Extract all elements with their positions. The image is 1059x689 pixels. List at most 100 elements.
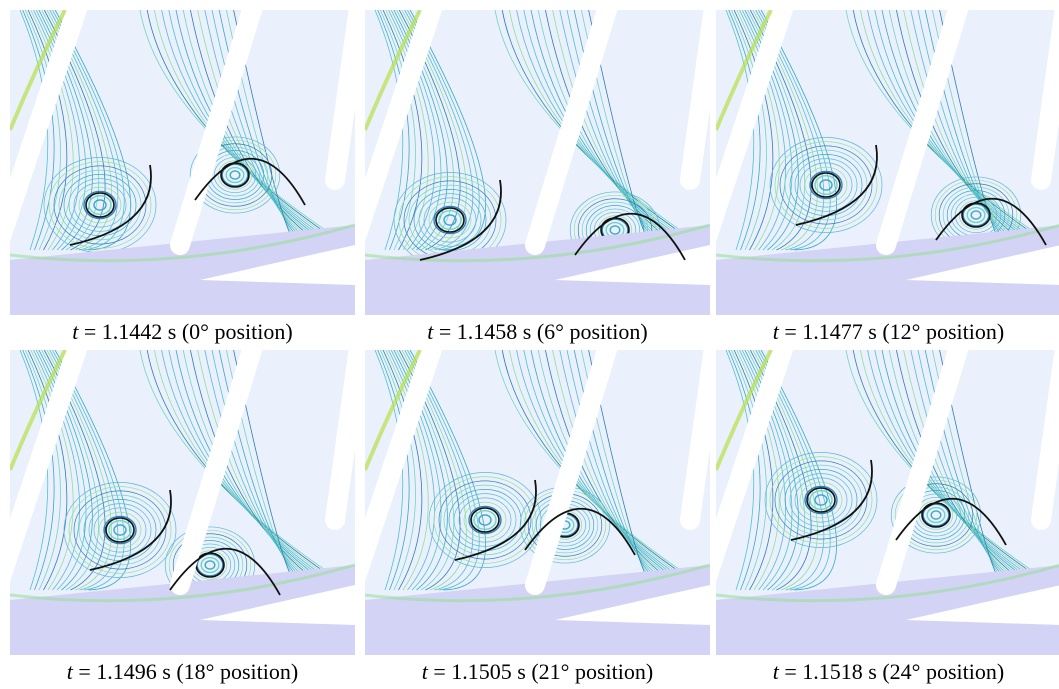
streamline bbox=[566, 350, 660, 581]
vortex-streamline bbox=[962, 203, 990, 227]
panel-caption: t = 1.1458 s (6° position) bbox=[365, 319, 710, 345]
blade bbox=[876, 10, 969, 255]
vortex-streamline bbox=[809, 489, 833, 511]
streamline bbox=[146, 350, 337, 581]
streamline bbox=[559, 350, 663, 581]
streamline bbox=[566, 10, 660, 241]
streamline bbox=[552, 350, 667, 581]
vortex-marker bbox=[806, 487, 836, 513]
vortex-streamline bbox=[809, 170, 843, 200]
streamline bbox=[728, 350, 761, 591]
streamline bbox=[19, 10, 49, 251]
caption-text: = 1.1442 s (0° position) bbox=[78, 319, 293, 344]
wall-band bbox=[10, 223, 355, 263]
vortex-streamline bbox=[73, 490, 167, 570]
streamline bbox=[559, 10, 663, 241]
blade bbox=[680, 350, 710, 530]
blade bbox=[365, 350, 443, 582]
blade bbox=[525, 350, 618, 595]
blade bbox=[10, 10, 88, 242]
vortex-streamline bbox=[794, 158, 858, 212]
hub-gap bbox=[906, 585, 1059, 625]
vortex-streamline bbox=[789, 473, 853, 527]
streamline bbox=[731, 10, 767, 251]
vortex-streamline bbox=[970, 210, 982, 220]
wall-band bbox=[10, 563, 355, 603]
streamline bbox=[49, 10, 119, 251]
streamline-plot bbox=[10, 350, 355, 655]
vortex-streamline bbox=[88, 194, 112, 216]
vortex-streamline bbox=[93, 507, 147, 553]
streamline bbox=[27, 350, 68, 591]
time-variable: t bbox=[66, 659, 73, 684]
streamline bbox=[845, 350, 1047, 581]
time-variable: t bbox=[772, 319, 779, 344]
caption-text: = 1.1458 s (6° position) bbox=[433, 319, 648, 344]
vortex-streamline bbox=[922, 503, 950, 527]
time-variable: t bbox=[421, 659, 428, 684]
leading-edge-flow bbox=[716, 350, 773, 471]
vortex-streamline bbox=[918, 500, 954, 530]
panel-caption: t = 1.1518 s (24° position) bbox=[716, 659, 1059, 685]
vortex-streamline bbox=[68, 486, 172, 574]
vortex-streamline bbox=[58, 169, 142, 241]
vortex-streamline bbox=[794, 477, 848, 523]
vortex-streamline bbox=[200, 556, 220, 574]
vortex-streamline bbox=[819, 179, 833, 191]
vortex-streamline bbox=[229, 170, 241, 180]
vortex-marker bbox=[85, 192, 115, 218]
vortex-streamline bbox=[453, 493, 517, 547]
streamline bbox=[190, 350, 316, 581]
vortex-streamline bbox=[433, 476, 537, 564]
leading-edge-flow bbox=[716, 10, 773, 131]
vortex-streamline bbox=[458, 497, 512, 543]
vortex-streamline bbox=[73, 182, 127, 228]
streamline bbox=[19, 350, 49, 591]
vortex-streamline bbox=[68, 178, 132, 232]
hub-surface bbox=[10, 225, 355, 315]
streamline bbox=[139, 350, 341, 581]
streamline bbox=[190, 10, 316, 241]
panel: t = 1.1442 s (0° position) bbox=[10, 10, 355, 345]
vortex-streamline bbox=[63, 482, 177, 578]
vortex-streamline bbox=[926, 506, 946, 524]
streamline bbox=[537, 10, 674, 241]
streamline bbox=[54, 350, 132, 591]
streamline bbox=[49, 350, 119, 591]
leading-edge-flow bbox=[365, 10, 422, 131]
streamline bbox=[760, 10, 838, 251]
streamline bbox=[752, 10, 818, 251]
flow-arrow bbox=[419, 179, 502, 261]
streamline bbox=[33, 350, 80, 591]
blade bbox=[716, 10, 794, 242]
blade bbox=[325, 350, 355, 530]
streamline bbox=[52, 350, 125, 591]
vortex-streamline bbox=[418, 193, 482, 247]
streamline bbox=[494, 10, 696, 241]
flow-arrow bbox=[169, 547, 281, 596]
vortex-streamline bbox=[468, 505, 502, 535]
panel-caption: t = 1.1505 s (21° position) bbox=[365, 659, 710, 685]
streamline-plot bbox=[365, 350, 710, 655]
vortex-streamline bbox=[78, 494, 162, 566]
panel: t = 1.1518 s (24° position) bbox=[716, 350, 1059, 685]
blade bbox=[170, 10, 263, 255]
vortex-streamline bbox=[433, 205, 467, 235]
streamline bbox=[182, 350, 319, 581]
flow-arrow bbox=[790, 459, 873, 541]
streamline bbox=[545, 350, 671, 581]
vortex-streamline bbox=[83, 190, 117, 220]
streamline bbox=[401, 10, 467, 251]
panel: t = 1.1477 s (12° position) bbox=[716, 10, 1059, 345]
panel-caption: t = 1.1496 s (18° position) bbox=[10, 659, 355, 685]
streamline bbox=[146, 10, 337, 241]
streamline-plot bbox=[10, 10, 355, 315]
vortex-streamline bbox=[799, 162, 853, 208]
streamline bbox=[917, 350, 1011, 581]
streamline bbox=[204, 10, 308, 241]
flow-arrow bbox=[935, 197, 1047, 246]
streamline bbox=[494, 350, 696, 581]
vortex-streamline bbox=[443, 214, 457, 226]
vortex-streamline bbox=[48, 161, 152, 249]
vortex-streamline bbox=[779, 145, 873, 225]
